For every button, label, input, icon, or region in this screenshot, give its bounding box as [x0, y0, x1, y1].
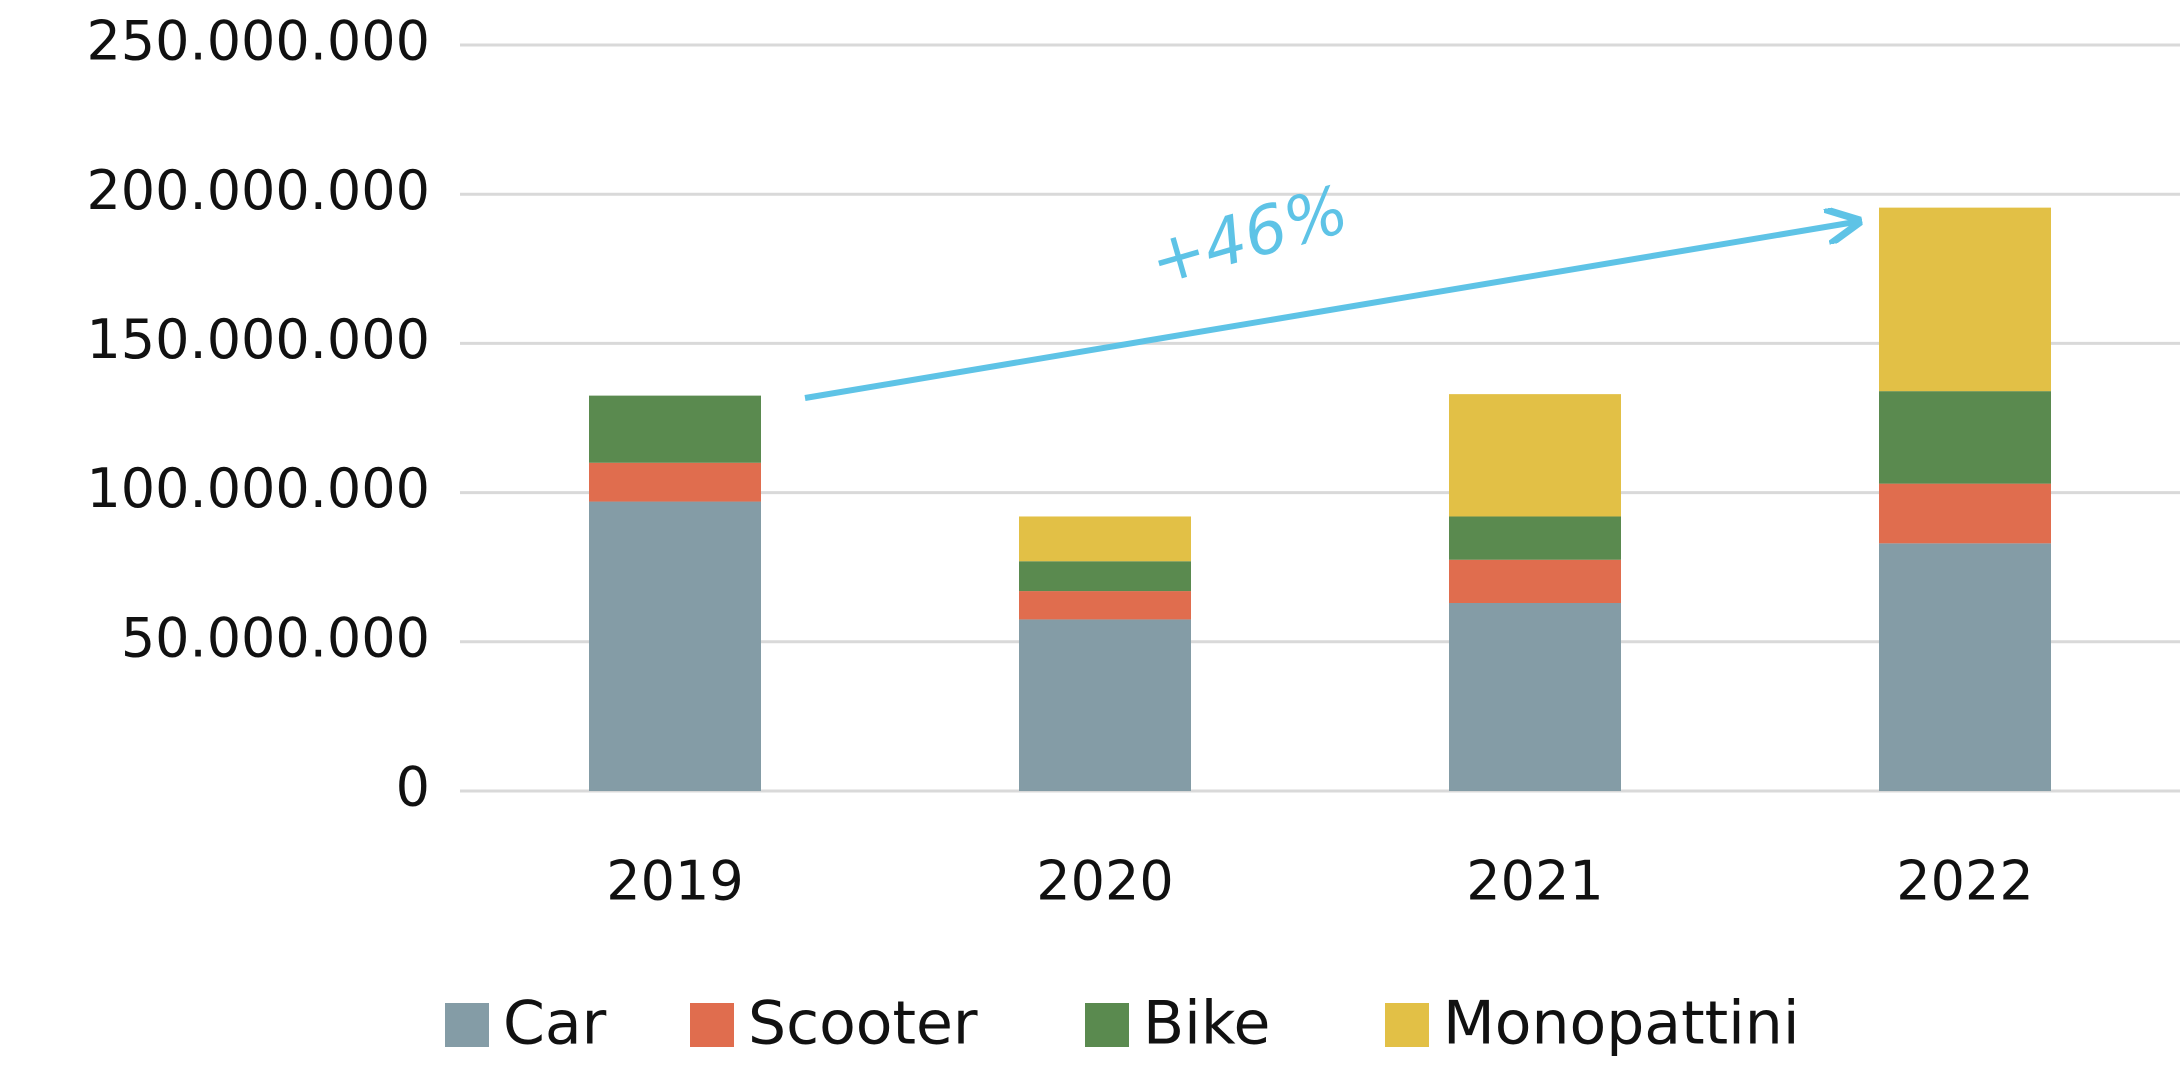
- x-tick-label: 2019: [606, 850, 743, 913]
- y-tick-label: 100.000.000: [86, 457, 430, 520]
- legend-label: Car: [503, 989, 607, 1059]
- bar-segment: [1879, 207, 2051, 392]
- x-tick-label: 2021: [1466, 850, 1603, 913]
- y-tick-label: 250.000.000: [86, 10, 430, 73]
- legend-label: Monopattini: [1443, 989, 1799, 1059]
- bar-segment: [1449, 559, 1621, 604]
- bar-segment: [1019, 561, 1191, 592]
- bar-segment: [589, 462, 761, 502]
- legend-swatch: [445, 1003, 489, 1047]
- bar-segment: [1879, 543, 2051, 791]
- y-tick-label: 200.000.000: [86, 159, 430, 222]
- legend-swatch: [690, 1003, 734, 1047]
- bar-segment: [589, 501, 761, 791]
- x-tick-label: 2020: [1036, 850, 1173, 913]
- bar-segment: [1019, 591, 1191, 620]
- annotation-arrow: [804, 222, 1855, 401]
- y-tick-label: 50.000.000: [121, 606, 430, 669]
- bar-segment: [1449, 516, 1621, 560]
- bar-segment: [1019, 619, 1191, 791]
- legend-swatch: [1385, 1003, 1429, 1047]
- legend-label: Scooter: [748, 989, 978, 1059]
- bar-segment: [1019, 516, 1191, 562]
- annotation: +46%: [1141, 171, 1356, 301]
- legend-label: Bike: [1143, 989, 1270, 1059]
- bar-segment: [1879, 391, 2051, 484]
- legend-swatch: [1085, 1003, 1129, 1047]
- bar-segment: [589, 395, 761, 463]
- y-tick-label: 150.000.000: [86, 308, 430, 371]
- bar-segment: [1449, 603, 1621, 791]
- bar-segment: [1879, 483, 2051, 544]
- x-tick-label: 2022: [1896, 850, 2033, 913]
- y-tick-label: 0: [396, 756, 430, 819]
- bar-segment: [1449, 394, 1621, 517]
